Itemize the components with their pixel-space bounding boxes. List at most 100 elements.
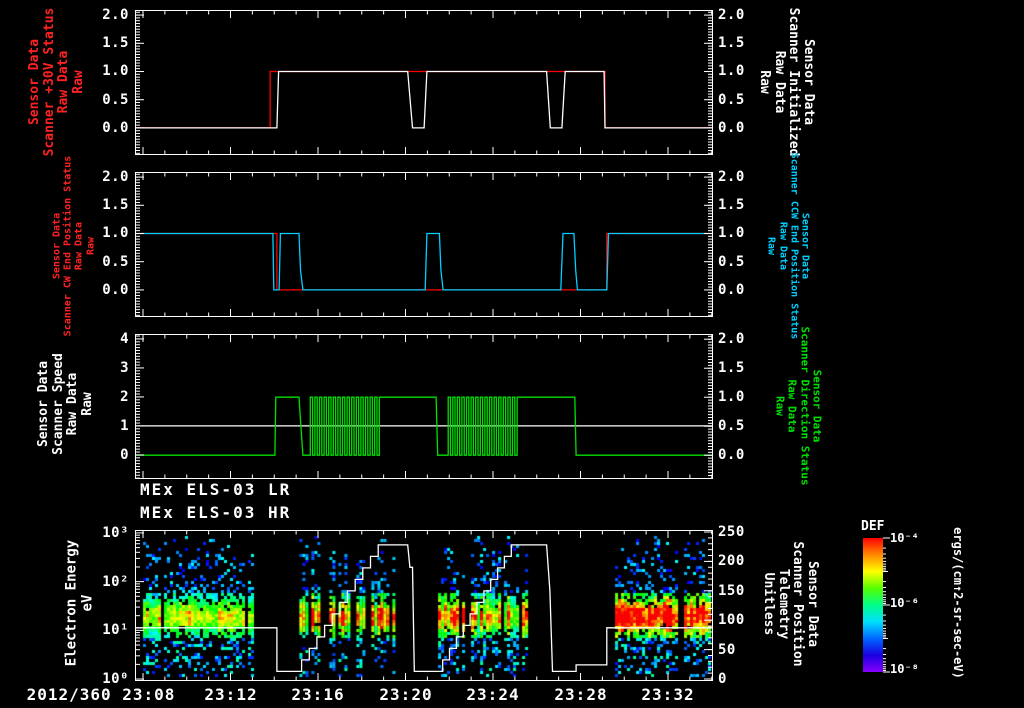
y-right-tick-label: 0.5 [718,253,745,270]
x-axis-tick-label: 23:20 [379,685,433,704]
y-right-tick-label: 2.0 [718,331,745,348]
axis-label-line: Telemetry [776,568,791,640]
axis-label-line: Scanner +30V Status [41,7,57,157]
series-scanner-cw-end-position-status [135,232,713,291]
y-left-tick-label: 0.5 [102,253,129,270]
axis-label-line: Sensor Data [26,38,42,126]
y-right-tick-label: 2.0 [718,7,745,24]
y-right-tick-label: 1.5 [718,197,745,214]
y-right-tick-label: 0.0 [718,119,745,136]
axis-label-line: Sensor Data [805,560,821,648]
colorbar-units-label: ergs/(cm↑2-sr-sec-eV) [951,527,965,679]
x-axis-tick-label: 23:32 [641,685,695,704]
plot-frame [135,10,713,155]
y-left-tick-label: 0.0 [102,281,129,298]
y-right-tick-label: 1.0 [718,389,745,406]
axis-label-line: Sensor Data [51,212,63,280]
axis-label-line: Electron Energy [63,539,80,667]
x-axis-start-label: 2012/360 23:08 [26,685,176,704]
y-right-tick-label: 100 [718,612,745,629]
y-left-tick-label: 1.0 [102,225,129,242]
series-scanner-position-telemetry [135,544,713,673]
y-left-tick-label: 0.5 [102,91,129,108]
y-left-tick-label: 0 [120,446,129,463]
y-left-tick-label: 0.0 [102,119,129,136]
y-right-tick-label: 1.5 [718,360,745,377]
axis-label-line: Sensor Data [810,369,824,443]
y-right-tick-label: 150 [718,582,745,599]
x-axis-tick-label: 23:12 [204,685,258,704]
y-right-tick-label: 250 [718,523,745,540]
axis-label-line: Scanner Speed [50,353,66,455]
axis-label-line: Scanner Initialized [786,7,802,157]
y-left-tick-label: 4 [120,330,129,347]
x-axis-tick-label: 23:28 [554,685,608,704]
series-scanner-initialized-raw [135,70,713,129]
plot-frame [135,530,713,681]
axis-label-line: Raw Data [772,50,787,114]
plot-frame [135,334,713,479]
axis-label-line: Scanner Position [790,541,806,667]
colorbar-ticks [883,537,890,673]
y-left-tick-label: 2 [120,388,129,405]
colorbar-tick-label: 10⁻⁴ [890,531,919,545]
y-right-tick-label: 50 [718,641,736,658]
axis-label-line: Raw Data [65,372,80,436]
y-right-tick-label: 0.5 [718,91,745,108]
plot-panel [135,334,713,479]
plot-panel [135,172,713,317]
axis-label-line: Sensor Data [801,38,817,126]
plot-panel [135,530,713,681]
axis-label-line: Scanner CW End Position Status [62,155,74,337]
y-left-tick-label: 10² [102,573,129,590]
y-left-tick-label: 2.0 [102,169,129,186]
plot-title-hr: MEx ELS-03 HR [140,503,292,522]
panel3-right-axis-label: Sensor Data Scanner Direction Status Raw… [773,326,824,486]
colorbar-gradient [863,538,883,672]
x-axis-tick-label: 23:16 [291,685,345,704]
y-right-tick-label: 200 [718,553,745,570]
y-left-tick-label: 2.0 [102,7,129,24]
y-left-tick-label: 1 [120,417,129,434]
y-left-tick-label: 3 [120,359,129,376]
axis-label-line: Raw Data [56,50,71,114]
axis-label-line: Sensor Data [35,360,51,448]
y-left-tick-label: 10³ [102,524,129,541]
y-right-tick-label: 2.0 [718,169,745,186]
axis-label-line: Unitless [761,572,777,636]
plot-frame [135,172,713,317]
colorbar-title: DEF [861,519,885,534]
y-right-tick-label: 0.0 [718,281,745,298]
y-left-tick-label: 10⁰ [102,671,129,688]
plot-panel [135,10,713,155]
y-right-tick-label: 0 [718,671,727,687]
y-right-tick-label: 0.5 [718,418,745,435]
axis-label-line: Sensor Data [799,212,811,280]
series-scanner-direction-status [135,396,713,456]
axis-label-line: Raw Data [777,221,788,271]
y-right-tick-label: 1.5 [718,35,745,52]
y-right-tick-label: 1.0 [718,225,745,242]
plot-title-lr: MEx ELS-03 LR [140,480,292,499]
y-left-tick-label: 10¹ [102,622,129,639]
x-axis-tick-label: 23:24 [466,685,520,704]
panel4-left-axis-label: Electron Energy eV [63,539,95,667]
spectrogram-canvas [135,530,713,681]
axis-label-line: eV [79,594,95,612]
panel1-left-axis-label: Sensor Data Scanner +30V Status Raw Data… [26,7,86,157]
y-left-tick-label: 1.5 [102,197,129,214]
axis-label-line: Raw [757,70,773,94]
series-scanner-ccw-end-position-status [135,232,713,291]
axis-label-line: Raw [765,236,777,256]
axis-label-line: Scanner Direction Status [798,326,812,486]
axis-label-line: Raw [773,396,787,416]
panel2-right-axis-label: Sensor Data Scanner CCW End Position Sta… [766,153,811,340]
panel1-right-axis-label: Sensor Data Scanner Initialized Raw Data… [757,7,817,157]
colorbar-tick-label: 10⁻⁸ [890,662,919,676]
y-right-tick-label: 0.0 [718,447,745,464]
axis-label-line: Scanner CCW End Position Status [788,152,800,340]
axis-label-line: Raw Data [786,379,799,433]
y-left-tick-label: 1.0 [102,63,129,80]
colorbar-tick-label: 10⁻⁶ [890,596,919,610]
